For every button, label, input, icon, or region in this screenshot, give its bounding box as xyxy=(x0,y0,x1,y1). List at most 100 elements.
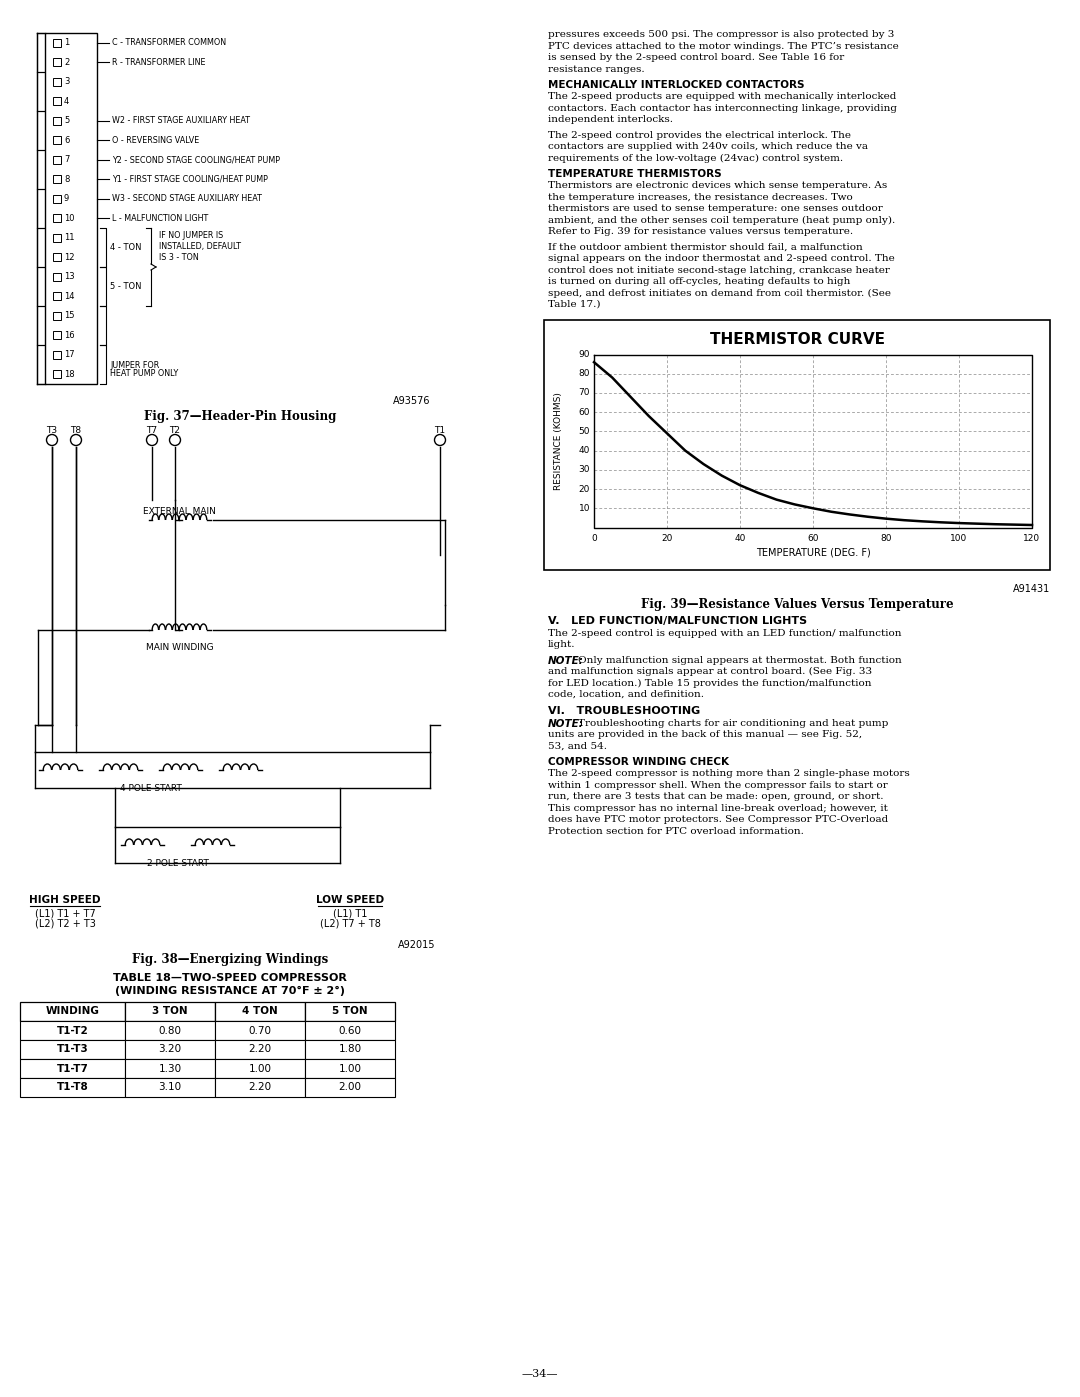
Text: 60: 60 xyxy=(579,408,590,416)
Bar xyxy=(125,1002,215,1021)
Text: and malfunction signals appear at control board. (See Fig. 33: and malfunction signals appear at contro… xyxy=(548,666,873,676)
Text: VI.   TROUBLESHOOTING: VI. TROUBLESHOOTING xyxy=(548,705,700,715)
Text: for LED location.) Table 15 provides the function/malfunction: for LED location.) Table 15 provides the… xyxy=(548,679,872,687)
Bar xyxy=(53,98,60,105)
Bar xyxy=(53,292,60,300)
Bar xyxy=(53,370,60,379)
Bar xyxy=(53,78,60,85)
Text: 70: 70 xyxy=(579,388,590,397)
Text: 0.80: 0.80 xyxy=(159,1025,181,1035)
Text: T1-T3: T1-T3 xyxy=(56,1045,89,1055)
Bar xyxy=(215,1002,305,1021)
Text: A92015: A92015 xyxy=(397,940,435,950)
Text: 13: 13 xyxy=(64,272,75,281)
Text: 60: 60 xyxy=(807,534,819,542)
Text: 16: 16 xyxy=(64,331,75,339)
Text: The 2-speed control provides the electrical interlock. The: The 2-speed control provides the electri… xyxy=(548,130,851,140)
Text: A93576: A93576 xyxy=(392,395,430,407)
Bar xyxy=(53,39,60,46)
Text: T8: T8 xyxy=(70,426,82,434)
Text: 1: 1 xyxy=(64,38,69,47)
Text: 2 POLE START: 2 POLE START xyxy=(147,859,208,868)
Text: units are provided in the back of this manual — see Fig. 52,: units are provided in the back of this m… xyxy=(548,731,862,739)
Bar xyxy=(53,155,60,163)
Text: MAIN WINDING: MAIN WINDING xyxy=(146,643,214,652)
Text: 4: 4 xyxy=(64,96,69,106)
Text: Y2 - SECOND STAGE COOLING/HEAT PUMP: Y2 - SECOND STAGE COOLING/HEAT PUMP xyxy=(112,155,280,165)
Text: 15: 15 xyxy=(64,312,75,320)
Bar xyxy=(21,1078,125,1097)
Text: contactors are supplied with 240v coils, which reduce the va: contactors are supplied with 240v coils,… xyxy=(548,142,868,151)
Text: The 2-speed control is equipped with an LED function/ malfunction: The 2-speed control is equipped with an … xyxy=(548,629,902,637)
Bar xyxy=(305,1059,395,1078)
Text: 50: 50 xyxy=(579,427,590,436)
Text: 30: 30 xyxy=(579,465,590,475)
Bar xyxy=(215,1021,305,1039)
Text: speed, and defrost initiates on demand from coil thermistor. (See: speed, and defrost initiates on demand f… xyxy=(548,289,891,298)
Text: 90: 90 xyxy=(579,351,590,359)
Text: 0: 0 xyxy=(591,534,597,542)
Text: within 1 compressor shell. When the compressor fails to start or: within 1 compressor shell. When the comp… xyxy=(548,781,888,789)
Bar xyxy=(53,253,60,261)
Text: Refer to Fig. 39 for resistance values versus temperature.: Refer to Fig. 39 for resistance values v… xyxy=(548,226,853,236)
Text: HIGH SPEED: HIGH SPEED xyxy=(29,895,100,905)
Text: C - TRANSFORMER COMMON: C - TRANSFORMER COMMON xyxy=(112,38,226,47)
Text: 9: 9 xyxy=(64,194,69,203)
Text: Thermistors are electronic devices which sense temperature. As: Thermistors are electronic devices which… xyxy=(548,182,888,190)
Text: INSTALLED, DEFAULT: INSTALLED, DEFAULT xyxy=(159,242,241,251)
Bar xyxy=(125,1078,215,1097)
Bar xyxy=(53,137,60,144)
Text: (L2) T2 + T3: (L2) T2 + T3 xyxy=(35,919,95,929)
Text: 1.00: 1.00 xyxy=(338,1063,362,1073)
Text: T7: T7 xyxy=(147,426,158,434)
Text: 0.70: 0.70 xyxy=(248,1025,271,1035)
Text: NOTE:: NOTE: xyxy=(548,718,584,728)
Text: L - MALFUNCTION LIGHT: L - MALFUNCTION LIGHT xyxy=(112,214,208,222)
Text: 3 TON: 3 TON xyxy=(152,1006,188,1017)
Text: 5 - TON: 5 - TON xyxy=(110,282,141,291)
Text: 14: 14 xyxy=(64,292,75,300)
Text: 80: 80 xyxy=(579,369,590,379)
Text: TABLE 18—TWO-SPEED COMPRESSOR: TABLE 18—TWO-SPEED COMPRESSOR xyxy=(113,972,347,983)
Text: light.: light. xyxy=(548,640,576,650)
Text: Protection section for PTC overload information.: Protection section for PTC overload info… xyxy=(548,827,804,835)
Text: 4 TON: 4 TON xyxy=(242,1006,278,1017)
Text: 11: 11 xyxy=(64,233,75,242)
Text: TEMPERATURE (DEG. F): TEMPERATURE (DEG. F) xyxy=(756,548,870,557)
Text: 80: 80 xyxy=(880,534,892,542)
Text: WINDING: WINDING xyxy=(45,1006,99,1017)
Text: 4 - TON: 4 - TON xyxy=(110,243,141,251)
Text: W3 - SECOND STAGE AUXILIARY HEAT: W3 - SECOND STAGE AUXILIARY HEAT xyxy=(112,194,261,203)
Text: EXTERNAL MAIN: EXTERNAL MAIN xyxy=(143,507,216,515)
Bar xyxy=(215,1039,305,1059)
Text: ambient, and the other senses coil temperature (heat pump only).: ambient, and the other senses coil tempe… xyxy=(548,215,895,225)
Text: 4 POLE START: 4 POLE START xyxy=(120,784,181,793)
Text: A91431: A91431 xyxy=(1013,584,1050,594)
Text: NOTE:: NOTE: xyxy=(548,655,584,665)
Bar xyxy=(53,194,60,203)
Text: 120: 120 xyxy=(1024,534,1040,542)
Text: If the outdoor ambient thermistor should fail, a malfunction: If the outdoor ambient thermistor should… xyxy=(548,243,863,251)
Text: 20: 20 xyxy=(579,485,590,493)
Bar xyxy=(125,1039,215,1059)
Text: This compressor has no internal line-break overload; however, it: This compressor has no internal line-bre… xyxy=(548,803,888,813)
Text: does have PTC motor protectors. See Compressor PTC-Overload: does have PTC motor protectors. See Comp… xyxy=(548,814,888,824)
Text: resistance ranges.: resistance ranges. xyxy=(548,64,645,74)
Text: 7: 7 xyxy=(64,155,69,165)
Bar xyxy=(215,1078,305,1097)
Text: T1: T1 xyxy=(434,426,446,434)
Text: (L1) T1: (L1) T1 xyxy=(333,908,367,918)
Text: Y1 - FIRST STAGE COOLING/HEAT PUMP: Y1 - FIRST STAGE COOLING/HEAT PUMP xyxy=(112,175,268,184)
Text: contactors. Each contactor has interconnecting linkage, providing: contactors. Each contactor has interconn… xyxy=(548,103,897,113)
Text: Fig. 37—Header-Pin Housing: Fig. 37—Header-Pin Housing xyxy=(144,409,336,423)
Text: COMPRESSOR WINDING CHECK: COMPRESSOR WINDING CHECK xyxy=(548,757,729,767)
Text: 20: 20 xyxy=(661,534,673,542)
Text: LOW SPEED: LOW SPEED xyxy=(316,895,384,905)
Text: run, there are 3 tests that can be made: open, ground, or short.: run, there are 3 tests that can be made:… xyxy=(548,792,883,800)
Text: thermistors are used to sense temperature: one senses outdoor: thermistors are used to sense temperatur… xyxy=(548,204,882,212)
Bar xyxy=(53,312,60,320)
Bar xyxy=(125,1059,215,1078)
Text: signal appears on the indoor thermostat and 2-speed control. The: signal appears on the indoor thermostat … xyxy=(548,254,894,263)
Bar xyxy=(305,1078,395,1097)
Text: code, location, and definition.: code, location, and definition. xyxy=(548,690,704,698)
